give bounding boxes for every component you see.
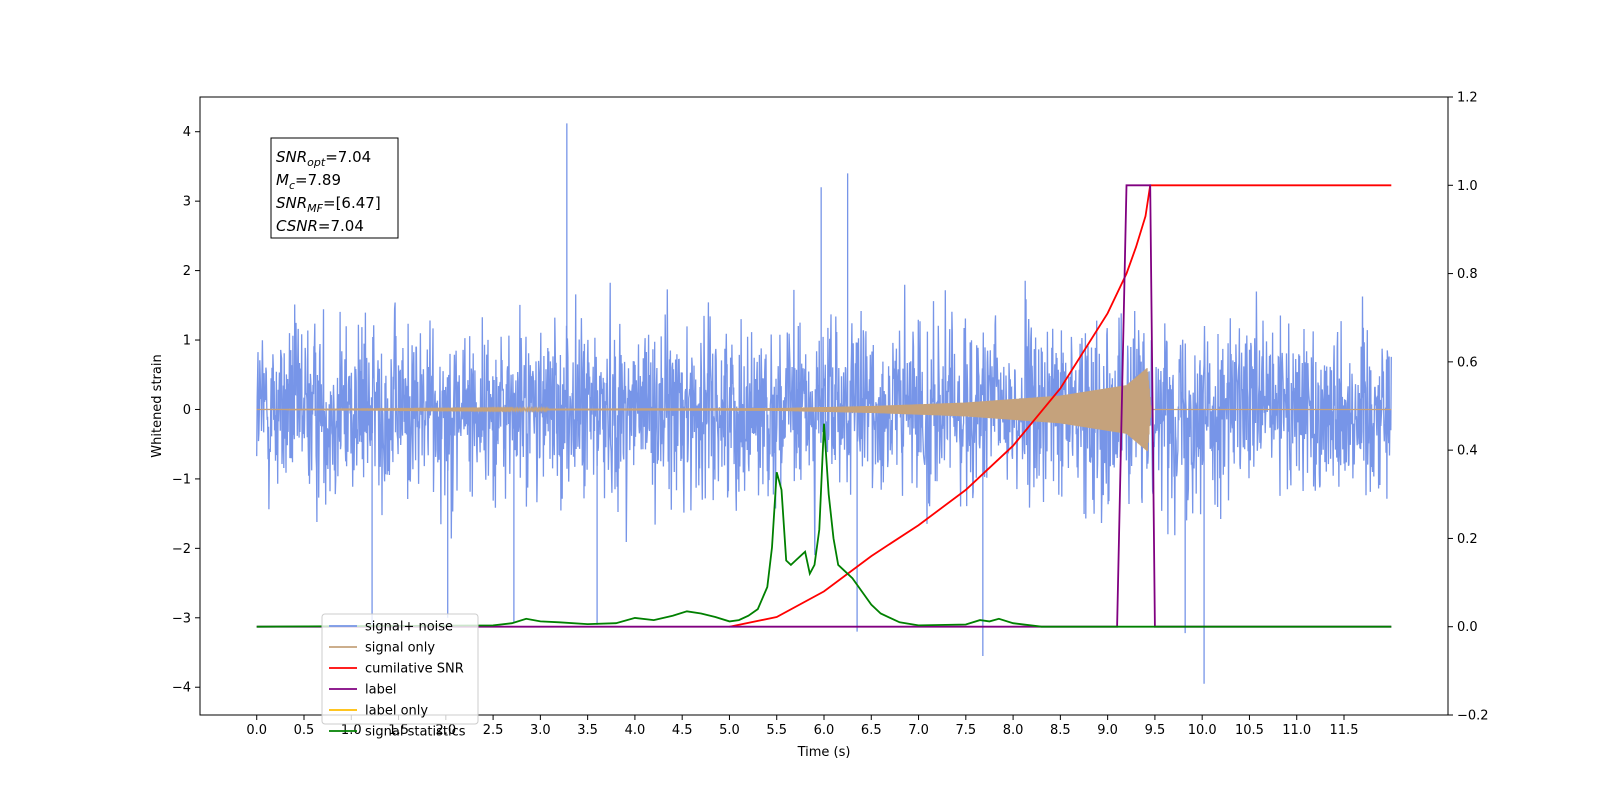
x-tick-label: 10.5: [1235, 723, 1264, 738]
x-tick-label: 4.0: [625, 723, 646, 738]
y-axis-label: Whitened strain: [150, 354, 165, 457]
legend-entry-label: signal only: [365, 641, 435, 656]
x-axis-label: Time (s): [797, 745, 851, 760]
x-tick-label: 0.0: [246, 723, 267, 738]
y2-tick-label: 0.6: [1457, 355, 1478, 370]
x-tick-label: 11.5: [1330, 723, 1359, 738]
x-tick-label: 8.5: [1050, 723, 1071, 738]
x-tick-label: 2.5: [483, 723, 504, 738]
x-tick-label: 11.0: [1282, 723, 1311, 738]
series-cumulative-snr-line: [729, 184, 1392, 628]
annotation-frame: [270, 137, 399, 239]
y-tick-label: −1: [172, 472, 191, 487]
x-tick-label: 1.5: [388, 723, 409, 738]
x-tick-label: 3.0: [530, 723, 551, 738]
annotation-line: Mc=7.89: [276, 171, 341, 192]
y2-tick-label: −0.2: [1457, 709, 1489, 724]
plot-area: [199, 96, 1449, 716]
annotation-line: CSNR=7.04: [276, 217, 364, 235]
x-tick-label: 4.5: [672, 723, 693, 738]
x-tick-label: 8.0: [1003, 723, 1024, 738]
y-tick-label: 1: [183, 334, 191, 349]
y2-tick-label: 0.2: [1457, 532, 1478, 547]
x-tick-label: 6.5: [861, 723, 882, 738]
series-signal-only-line: [256, 368, 1392, 452]
x-tick-label: 6.0: [814, 723, 835, 738]
series-signal-statistics-line: [256, 423, 1392, 628]
y-tick-label: −3: [172, 611, 191, 626]
x-tick-label: 5.0: [719, 723, 740, 738]
series-signal-noise-line: [256, 280, 1392, 556]
y-tick-label: 4: [183, 125, 191, 140]
legend-frame: [321, 613, 479, 725]
y2-tick-label: 0.4: [1457, 444, 1478, 459]
legend: signal+ noise signal only cumilative SNR la…: [321, 613, 479, 740]
x-tick-label: 7.5: [955, 723, 976, 738]
x-tick-label: 0.5: [294, 723, 315, 738]
x-tick-label: 9.5: [1145, 723, 1166, 738]
legend-entry-label: label: [365, 683, 396, 698]
y-tick-label: −2: [172, 542, 191, 557]
y-tick-label: 0: [183, 403, 191, 418]
x-tick-label: 2.0: [435, 723, 456, 738]
x-axis: 0.0 0.5 1.0 1.5 2.0 2.5 3.0 3.5 4.0 4.5 5.0 5.5 6.0 6…: [246, 715, 1358, 738]
legend-entry-label: label only: [365, 704, 428, 719]
y2-tick-label: 0.0: [1457, 620, 1478, 635]
y2-tick-label: 1.0: [1457, 179, 1478, 194]
annotation-line: SNRMF=[6.47]: [276, 194, 381, 215]
annotation-line: SNRopt=7.04: [276, 148, 371, 169]
legend-entry-label: signal statistics: [365, 725, 466, 740]
y-tick-label: −4: [172, 681, 191, 696]
legend-entry-label: cumilative SNR: [365, 662, 464, 677]
x-tick-label: 3.5: [577, 723, 598, 738]
right-y-axis: −0.2 0.0 0.2 0.4 0.6 0.8 1.0 1.2: [1448, 91, 1489, 724]
legend-entry-label: signal+ noise: [365, 620, 453, 635]
y2-tick-label: 1.2: [1457, 91, 1478, 106]
y-tick-label: 3: [183, 195, 191, 210]
y-tick-label: 2: [183, 264, 191, 279]
x-tick-label: 10.0: [1188, 723, 1217, 738]
x-tick-label: 9.0: [1097, 723, 1118, 738]
x-tick-label: 7.0: [908, 723, 929, 738]
left-y-axis: −4 −3 −2 −1 0 1 2 3 4: [172, 125, 200, 696]
y2-tick-label: 0.8: [1457, 267, 1478, 282]
x-tick-label: 5.5: [766, 723, 787, 738]
